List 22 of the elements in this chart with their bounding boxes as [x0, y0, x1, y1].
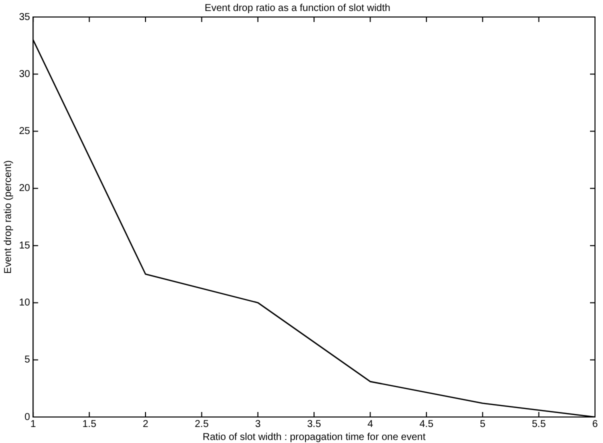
x-tick-label: 3.5	[307, 418, 322, 430]
x-tick-label: 1	[30, 418, 36, 430]
chart-title: Event drop ratio as a function of slot width	[204, 2, 390, 14]
y-tick-label: 25	[19, 126, 31, 138]
x-tick-label: 5.5	[532, 418, 546, 430]
x-axis-title: Ratio of slot width : propagation time for one event	[202, 432, 426, 443]
x-tick-label: 3	[255, 418, 262, 430]
y-axis-title: Event drop ratio (percent)	[2, 160, 14, 274]
x-tick-label: 1.5	[82, 418, 97, 430]
x-tick-label: 4.5	[419, 418, 434, 430]
x-tick-label: 6	[592, 418, 598, 430]
x-tick-label: 2	[142, 418, 149, 430]
y-tick-label: 35	[19, 12, 31, 23]
y-tick-label: 15	[19, 240, 31, 252]
y-tick-label: 10	[19, 297, 31, 308]
x-tick-label: 2.5	[194, 418, 210, 430]
x-tick-label: 4	[367, 418, 374, 430]
y-tick-label: 0	[24, 412, 31, 423]
y-tick-label: 5	[24, 354, 31, 366]
y-tick-label: 20	[19, 183, 31, 194]
y-tick-label: 30	[19, 68, 31, 80]
x-tick-label: 5	[480, 418, 486, 430]
